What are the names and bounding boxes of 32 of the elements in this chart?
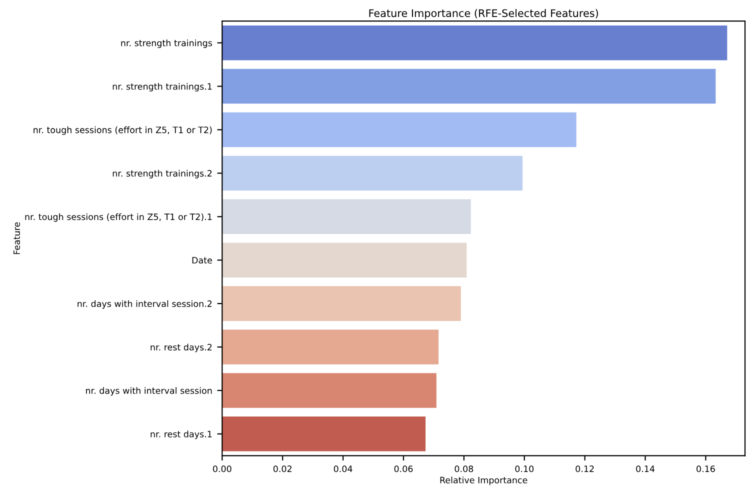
y-tick-label: nr. strength trainings.2 [112,170,212,178]
y-tick-label: nr. tough sessions (effort in Z5, T1 or T2) [34,126,212,135]
y-tick-label: nr. tough sessions (effort in Z5, T1 or T2).1 [25,213,212,222]
bar [222,373,436,408]
y-tick-label: nr. days with interval session.2 [78,300,212,309]
chart-title: Feature Importance (RFE-Selected Features) [369,9,598,20]
y-tick-label: nr. rest days.1 [150,430,212,440]
y-tick-label: nr. rest days.2 [150,344,212,352]
y-tick-label: Date [192,257,212,264]
x-tick-label: 0.12 [576,466,594,472]
bar [222,25,728,60]
x-tick-label: 0.14 [636,466,655,472]
bar [222,286,461,321]
x-tick-label: 0.16 [696,466,715,472]
y-axis-title: Feature [14,222,20,254]
bar [222,68,716,104]
x-tick-label: 0.08 [454,466,474,472]
x-tick-label: 0.00 [212,466,232,472]
x-axis-title: Relative Importance [440,476,528,486]
y-tick-label: nr. strength trainings.1 [112,82,212,92]
y-tick-label: nr. strength trainings [121,40,212,48]
x-tick-label: 0.06 [394,466,413,472]
y-tick-label: nr. days with interval session [86,387,212,396]
bar [222,156,523,191]
bar [222,199,471,234]
x-tick-label: 0.02 [273,466,292,472]
x-tick-label: 0.04 [334,466,352,472]
bar [222,330,439,364]
bar [222,242,467,278]
bar [222,416,426,452]
bar [222,112,576,148]
x-tick-label: 0.10 [515,466,534,472]
